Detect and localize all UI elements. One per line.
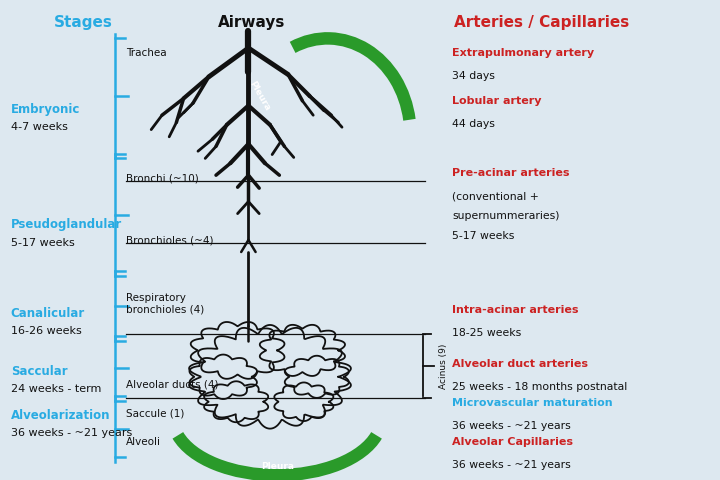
Text: 24 weeks - term: 24 weeks - term	[11, 384, 102, 394]
Text: Stages: Stages	[54, 15, 113, 30]
Text: Microvascular maturation: Microvascular maturation	[452, 398, 613, 408]
Text: Acinus (9): Acinus (9)	[439, 343, 448, 389]
Text: 36 weeks - ~21 years: 36 weeks - ~21 years	[452, 421, 571, 432]
Text: Lobular artery: Lobular artery	[452, 96, 541, 106]
Text: Alveolar ducts (4): Alveolar ducts (4)	[126, 379, 218, 389]
Text: 34 days: 34 days	[452, 71, 495, 81]
Text: Trachea: Trachea	[126, 48, 166, 58]
Text: 36 weeks - ~21 years: 36 weeks - ~21 years	[452, 460, 571, 470]
Text: (conventional +: (conventional +	[452, 191, 539, 201]
Text: Alveoli: Alveoli	[126, 437, 161, 447]
Text: 25 weeks - 18 months postnatal: 25 weeks - 18 months postnatal	[452, 382, 627, 392]
Text: Extrapulmonary artery: Extrapulmonary artery	[452, 48, 594, 58]
Text: Arteries / Capillaries: Arteries / Capillaries	[454, 15, 629, 30]
Text: Pleura: Pleura	[261, 462, 294, 471]
Text: 44 days: 44 days	[452, 119, 495, 129]
Text: Intra-acinar arteries: Intra-acinar arteries	[452, 305, 579, 315]
Text: Airways: Airways	[218, 15, 286, 30]
Text: Respiratory
bronchioles (4): Respiratory bronchioles (4)	[126, 293, 204, 314]
Text: Bronchioles (~4): Bronchioles (~4)	[126, 235, 214, 245]
Text: 18-25 weeks: 18-25 weeks	[452, 328, 521, 338]
Text: Pleura: Pleura	[247, 80, 271, 112]
Text: Saccular: Saccular	[11, 365, 68, 378]
Text: 36 weeks - ~21 years: 36 weeks - ~21 years	[11, 428, 132, 438]
Text: Canalicular: Canalicular	[11, 307, 85, 320]
Text: Alveolar Capillaries: Alveolar Capillaries	[452, 437, 573, 447]
Text: Pseudoglandular: Pseudoglandular	[11, 218, 122, 231]
Text: Embryonic: Embryonic	[11, 103, 80, 116]
Text: Pre-acinar arteries: Pre-acinar arteries	[452, 168, 570, 178]
Text: 16-26 weeks: 16-26 weeks	[11, 326, 81, 336]
Text: 5-17 weeks: 5-17 weeks	[11, 238, 75, 248]
Text: Alveolar duct arteries: Alveolar duct arteries	[452, 359, 588, 369]
Text: Alveolarization: Alveolarization	[11, 409, 110, 422]
Text: Bronchi (~10): Bronchi (~10)	[126, 174, 199, 184]
Text: 4-7 weeks: 4-7 weeks	[11, 122, 68, 132]
Text: 5-17 weeks: 5-17 weeks	[452, 231, 515, 241]
Text: supernummeraries): supernummeraries)	[452, 211, 559, 221]
Text: Saccule (1): Saccule (1)	[126, 409, 184, 419]
